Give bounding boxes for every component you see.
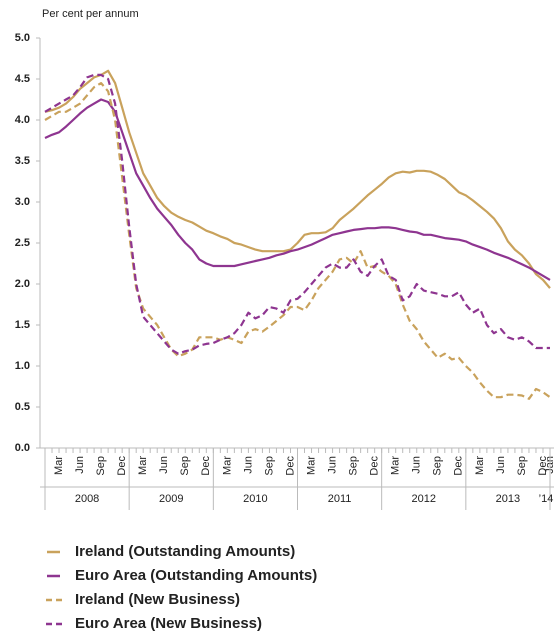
x-tick-label: Dec	[453, 456, 465, 476]
y-tick-label: 4.0	[15, 114, 30, 126]
legend-label: Euro Area (Outstanding Amounts)	[75, 567, 317, 584]
y-tick-label: 3.0	[15, 196, 30, 208]
x-tick-label: Dec	[369, 456, 381, 476]
year-label: 2013	[496, 493, 520, 505]
year-label: 2008	[75, 493, 99, 505]
x-tick-label: Dec	[284, 456, 296, 476]
x-tick-label: Dec	[200, 456, 212, 476]
x-tick-label: Mar	[474, 456, 486, 475]
series-line	[44, 69, 551, 289]
x-tick-label: Dec	[537, 456, 549, 476]
y-tick-label: 4.5	[15, 73, 30, 85]
x-tick-label: Sep	[516, 456, 528, 476]
series-line	[44, 73, 550, 355]
x-tick-label: Jun	[74, 456, 86, 474]
x-tick-label: Sep	[432, 456, 444, 476]
legend-label: Ireland (Outstanding Amounts)	[75, 543, 295, 560]
y-tick-label: 5.0	[15, 32, 30, 44]
year-label: ’14	[539, 493, 554, 505]
y-tick-label: 2.0	[15, 278, 30, 290]
year-label: 2012	[412, 493, 436, 505]
x-tick-label: Jun	[158, 456, 170, 474]
x-tick-label: Mar	[53, 456, 65, 475]
year-label: 2010	[243, 493, 267, 505]
x-tick-label: Mar	[221, 456, 233, 475]
x-tick-label: Mar	[390, 456, 402, 475]
y-tick-label: 2.5	[15, 237, 30, 249]
year-label: 2009	[159, 493, 183, 505]
y-tick-label: 1.0	[15, 360, 30, 372]
x-tick-label: Dec	[116, 456, 128, 476]
x-tick-label: Jun	[411, 456, 423, 474]
x-tick-label: Jun	[242, 456, 254, 474]
x-tick-label: Sep	[95, 456, 107, 476]
y-axis-label: Per cent per annum	[42, 8, 139, 20]
y-tick-label: 3.5	[15, 155, 30, 167]
x-tick-label: Sep	[348, 456, 360, 476]
legend-label: Ireland (New Business)	[75, 591, 240, 608]
y-tick-label: 0.0	[15, 442, 30, 454]
x-tick-label: Sep	[179, 456, 191, 476]
series-line	[44, 98, 551, 281]
x-tick-label: Jun	[326, 456, 338, 474]
y-tick-label: 0.5	[15, 401, 30, 413]
x-tick-label: Sep	[263, 456, 275, 476]
y-tick-label: 1.5	[15, 319, 30, 331]
x-tick-label: Mar	[305, 456, 317, 475]
legend-label: Euro Area (New Business)	[75, 615, 262, 632]
year-label: 2011	[328, 493, 352, 505]
x-tick-label: Jun	[495, 456, 507, 474]
x-tick-label: Mar	[137, 456, 149, 475]
